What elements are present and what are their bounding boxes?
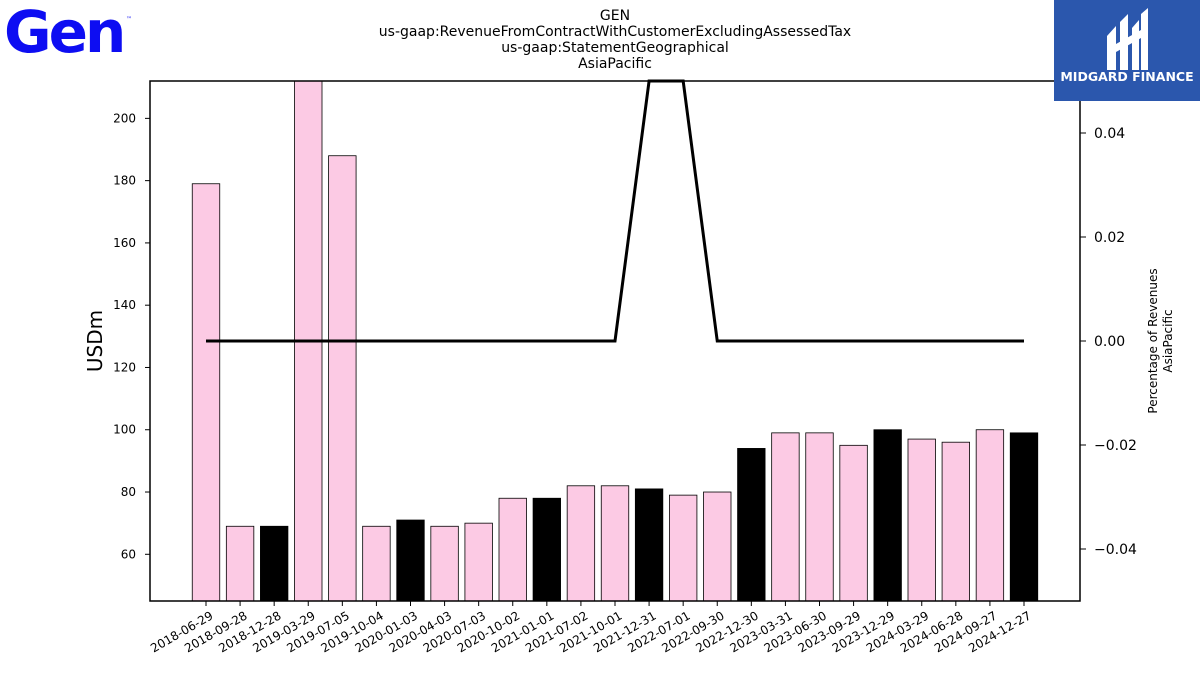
bar-2024-03-29 [907,438,936,602]
bar-2020-07-03 [464,522,493,602]
bar-2021-12-31 [634,488,664,602]
y-right-tick-label-4: −0.04 [1094,542,1137,558]
title-line-4: AsiaPacific [578,56,652,72]
bar-2019-10-04 [362,525,391,602]
gen-logo-text: Gen [4,0,123,66]
chart-title: GEN us-gaap:RevenueFromContractWithCusto… [379,8,851,72]
y-axis-right: 0.04 0.02 0.00 −0.02 −0.04 [1080,126,1137,558]
bar-2022-07-01 [669,494,698,602]
x-axis: 2018-06-292018-09-282018-12-282019-03-29… [148,601,1034,655]
y-tick-label-100: 100 [113,423,136,437]
y-axis-left: 60 80 100 120 140 160 180 200 [113,111,150,561]
bar-2018-06-29 [191,183,221,602]
y-axis-right-label-line-1: Percentage of Revenues [1146,268,1160,413]
y-right-tick-label-2: 0.00 [1094,334,1125,350]
midgard-logo-icon [1107,8,1148,70]
midgard-finance-badge: MIDGARD FINANCE [1054,0,1200,101]
y-tick-label-80: 80 [121,485,136,499]
bar-2018-09-28 [225,525,255,602]
bar-2023-12-29 [873,429,902,602]
y-axis-right-label-line-2: AsiaPacific [1161,309,1175,372]
bar-2021-01-01 [532,497,561,602]
bar-2023-06-30 [805,432,834,602]
y-right-tick-label-1: 0.02 [1094,230,1125,246]
y-tick-label-120: 120 [113,360,136,374]
y-axis-right-label: Percentage of Revenues AsiaPacific [1146,268,1175,413]
bar-2021-07-02 [566,485,596,602]
bar-2024-09-27 [975,429,1005,602]
y-tick-label-140: 140 [113,298,136,312]
gen-logo-tm: ™ [126,16,132,23]
bar-2022-12-30 [737,448,766,602]
y-right-tick-label-0: 0.04 [1094,126,1125,142]
y-tick-label-60: 60 [121,547,136,561]
percentage-line [206,79,1024,343]
bar-2020-04-03 [430,525,459,602]
title-line-3: us-gaap:StatementGeographical [501,40,729,56]
y-tick-label-180: 180 [113,174,136,188]
brand-name: MIDGARD FINANCE [1060,69,1193,84]
y-tick-label-200: 200 [113,111,136,125]
bar-2024-12-27 [1009,432,1039,602]
bar-2020-01-03 [396,519,425,602]
title-line-2: us-gaap:RevenueFromContractWithCustomerE… [379,24,851,40]
bar-2024-06-28 [941,441,970,602]
gen-logo: Gen ™ [4,0,132,66]
percentage-line-series [206,79,1024,343]
title-line-1: GEN [600,8,630,24]
bar-2022-09-30 [703,491,732,602]
bar-2023-09-29 [839,444,868,602]
bar-2023-03-31 [771,432,800,602]
y-tick-label-160: 160 [113,236,136,250]
bar-2020-10-02 [498,497,527,602]
bar-2021-10-01 [600,485,630,602]
bar-2019-07-05 [328,155,357,602]
y-axis-label: USDm [83,310,107,372]
bar-2018-12-28 [260,525,289,602]
y-right-tick-label-3: −0.02 [1094,438,1137,454]
